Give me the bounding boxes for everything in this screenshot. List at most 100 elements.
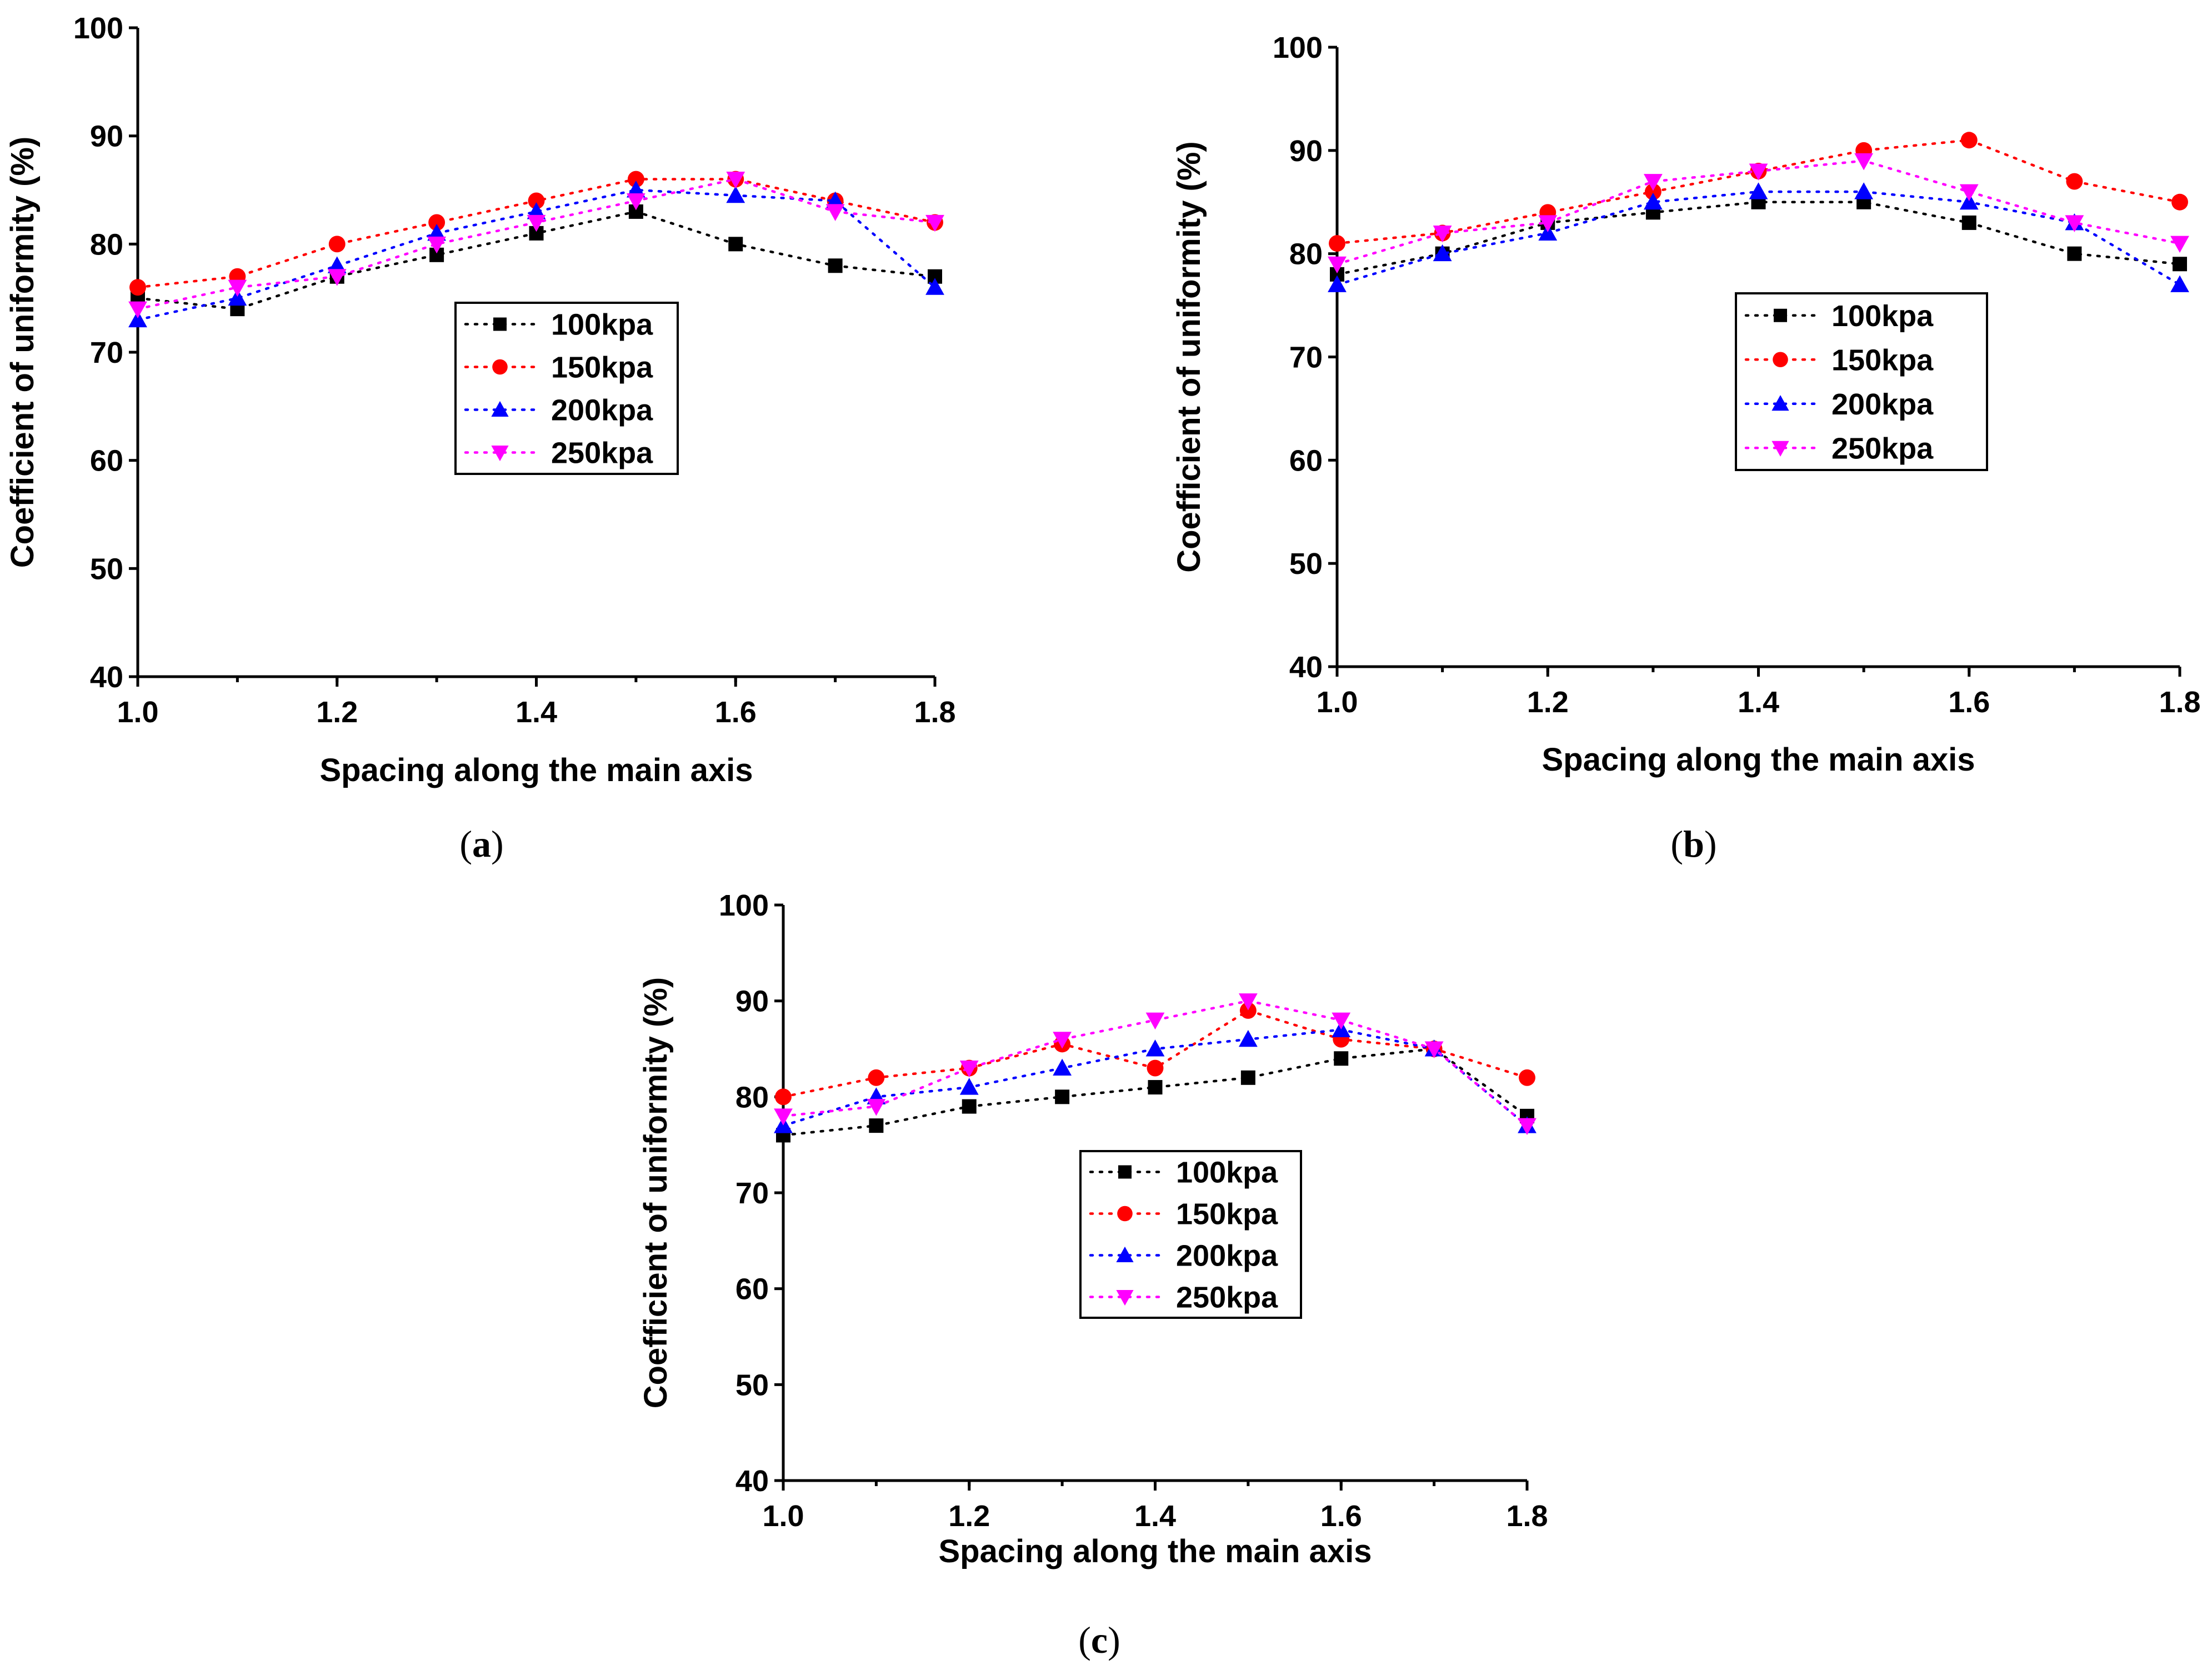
- data-point: [828, 258, 843, 273]
- legend-label: 150kpa: [1176, 1198, 1278, 1231]
- data-point: [1854, 153, 1874, 171]
- data-point: [1519, 1069, 1535, 1086]
- data-point: [1148, 1080, 1163, 1095]
- data-point: [1145, 1012, 1165, 1030]
- legend-label: 250kpa: [1831, 432, 1934, 465]
- legend: 100kpa 150kpa 200kpa 250kpa: [1735, 292, 1988, 471]
- data-point: [527, 214, 546, 232]
- legend-label: 100kpa: [1176, 1156, 1278, 1189]
- y-tick-label: 60: [735, 1273, 769, 1306]
- data-point: [726, 172, 745, 189]
- y-tick-label: 50: [1289, 547, 1323, 581]
- y-axis-title: Coefficient of uniformity (%): [4, 137, 41, 568]
- legend-label: 100kpa: [551, 308, 653, 342]
- y-tick-label: 80: [1289, 238, 1323, 271]
- x-tick-label: 1.0: [1316, 686, 1358, 719]
- data-point: [1328, 275, 1347, 292]
- y-tick-label: 70: [735, 1177, 769, 1210]
- series-250kpa: [774, 993, 1537, 1136]
- data-point: [1959, 184, 1979, 202]
- y-tick-label: 40: [735, 1464, 769, 1498]
- x-tick-label: 1.6: [1948, 686, 1990, 719]
- legend: 100kpa 150kpa 200kpa 250kpa: [1079, 1150, 1302, 1319]
- legend-marker: [1116, 1246, 1134, 1262]
- legend-marker: [1773, 352, 1788, 368]
- y-tick-label: 80: [90, 228, 123, 261]
- y-tick-label: 100: [1273, 31, 1323, 64]
- data-point: [427, 223, 447, 241]
- data-point: [627, 171, 644, 188]
- data-point: [867, 1099, 886, 1116]
- data-point: [1424, 1041, 1444, 1058]
- legend-marker: [1118, 1165, 1132, 1179]
- series-200kpa: [128, 181, 944, 328]
- data-point: [626, 181, 645, 198]
- legend-label: 150kpa: [1831, 343, 1934, 377]
- data-point: [129, 279, 146, 296]
- data-point: [1433, 225, 1452, 243]
- data-point: [1960, 132, 1978, 149]
- panel-caption: (b): [1670, 823, 1716, 865]
- y-tick-label: 50: [735, 1368, 769, 1402]
- y-tick-label: 100: [719, 889, 769, 922]
- series-line-100kpa: [1335, 201, 2181, 276]
- data-point: [925, 214, 944, 232]
- data-point: [825, 191, 845, 208]
- data-point: [959, 1061, 979, 1078]
- legend-box: [1735, 292, 1988, 471]
- data-point: [825, 204, 845, 221]
- x-tick-label: 1.8: [2159, 686, 2200, 719]
- data-point: [528, 192, 545, 209]
- x-tick-label: 1.6: [715, 696, 757, 729]
- y-tick-label: 50: [90, 552, 123, 586]
- data-point: [2065, 215, 2084, 232]
- data-point: [128, 310, 147, 328]
- data-point: [527, 202, 546, 219]
- data-point: [2066, 173, 2083, 190]
- x-axis-title: Spacing along the main axis: [1542, 742, 1975, 778]
- data-point: [1433, 244, 1452, 262]
- legend-marker: [1771, 395, 1789, 411]
- chart-b: 40 50 60 70 80 90 100 1.0 1.2 1.4 1.6 1.8 Spacing al…: [1171, 31, 2201, 865]
- data-point: [626, 193, 645, 211]
- data-point: [1328, 256, 1347, 274]
- data-point: [2170, 236, 2189, 253]
- data-point: [1147, 1059, 1164, 1077]
- legend-label: 200kpa: [1831, 388, 1934, 421]
- data-point: [2171, 193, 2188, 211]
- x-axis-title: Spacing along the main axis: [939, 1533, 1372, 1569]
- chart-c: 40 50 60 70 80 90 100 1.0 1.2 1.4 1.6 1.8 Spacing al…: [638, 889, 1548, 1661]
- data-point: [1518, 1118, 1537, 1136]
- legend-label: 150kpa: [551, 351, 653, 384]
- x-tick-label: 1.0: [762, 1499, 804, 1533]
- data-point: [1334, 1051, 1349, 1066]
- data-point: [1238, 993, 1258, 1011]
- data-point: [1145, 1039, 1165, 1057]
- x-tick-label: 1.0: [117, 696, 158, 729]
- data-point: [1240, 1070, 1255, 1085]
- legend-marker: [493, 317, 507, 331]
- data-point: [962, 1099, 977, 1114]
- data-point: [2170, 275, 2189, 292]
- data-point: [1961, 215, 1976, 230]
- legend-label: 200kpa: [551, 394, 653, 427]
- data-point: [925, 278, 944, 295]
- y-tick-label: 90: [90, 120, 123, 153]
- x-tick-label: 1.2: [1527, 686, 1569, 719]
- legend-marker: [491, 446, 509, 462]
- data-point: [728, 237, 743, 252]
- legend-marker: [1771, 441, 1789, 457]
- legend-box: [454, 302, 679, 475]
- x-tick-label: 1.4: [516, 696, 557, 729]
- data-point: [1643, 174, 1663, 191]
- y-tick-label: 90: [1289, 134, 1323, 168]
- series-100kpa: [776, 1042, 1534, 1143]
- legend-marker: [492, 359, 508, 375]
- data-point: [228, 288, 247, 306]
- x-tick-label: 1.8: [1506, 1499, 1548, 1533]
- y-axis-title: Coefficient of uniformity (%): [1171, 141, 1207, 573]
- legend-marker: [491, 401, 509, 417]
- y-tick-label: 90: [735, 985, 769, 1018]
- y-tick-label: 70: [1289, 341, 1323, 374]
